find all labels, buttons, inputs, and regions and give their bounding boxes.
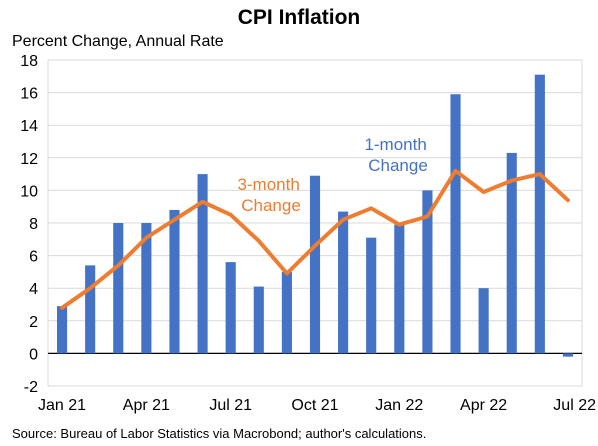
y-tick-label: 2 xyxy=(29,314,38,331)
y-tick-label: 0 xyxy=(29,346,38,363)
bar-1-month xyxy=(225,262,236,354)
y-tick-label: 12 xyxy=(20,151,38,168)
chart-subtitle: Percent Change, Annual Rate xyxy=(12,33,224,50)
bar-1-month xyxy=(506,152,517,354)
bar-1-month xyxy=(534,74,545,354)
y-tick-label: 16 xyxy=(20,86,38,103)
annotation-1-month-line1: 1-month xyxy=(364,135,426,154)
x-axis-tick-labels: Jan 21 Apr 21 Jul 21 Oct 21 Jan 22 Apr 22 Jul … xyxy=(38,397,596,414)
x-tick-label: Jul 22 xyxy=(553,397,596,414)
bar-1-month xyxy=(169,209,180,354)
annotation-3-month: 3-month Change xyxy=(237,175,304,215)
annotation-3-month-line1: 3-month xyxy=(237,175,299,194)
gridlines xyxy=(47,59,583,387)
bar-1-month xyxy=(85,265,96,354)
source-note: Source: Bureau of Labor Statistics via M… xyxy=(12,426,426,441)
y-tick-label: 18 xyxy=(20,53,38,70)
bar-1-month xyxy=(562,353,574,357)
annotation-1-month: 1-month Change xyxy=(364,135,431,175)
line-series-3-month xyxy=(60,168,570,310)
x-tick-label: Apr 22 xyxy=(460,397,507,414)
bar-1-month xyxy=(197,174,208,354)
y-tick-label: -2 xyxy=(24,379,38,396)
bar-1-month xyxy=(113,223,124,354)
y-tick-label: 4 xyxy=(29,281,38,298)
bar-1-month xyxy=(141,223,152,354)
bar-1-month xyxy=(338,211,349,354)
bar-1-month xyxy=(253,286,264,354)
x-tick-label: Jul 21 xyxy=(209,397,252,414)
bar-1-month xyxy=(422,190,433,354)
y-tick-label: 10 xyxy=(20,183,38,200)
bar-1-month xyxy=(281,271,292,354)
bar-1-month xyxy=(450,94,461,354)
bar-1-month xyxy=(56,306,68,354)
bar-series-1-month xyxy=(56,74,574,357)
bar-1-month xyxy=(309,175,321,354)
x-tick-label: Oct 21 xyxy=(291,397,338,414)
bar-1-month xyxy=(366,237,377,354)
y-tick-label: 14 xyxy=(20,118,38,135)
x-tick-label: Jan 22 xyxy=(375,397,423,414)
x-tick-label: Apr 21 xyxy=(123,397,170,414)
y-tick-label: 6 xyxy=(29,249,38,266)
bar-1-month xyxy=(394,224,405,354)
x-tick-label: Jan 21 xyxy=(38,397,86,414)
y-tick-label: 8 xyxy=(29,216,38,233)
annotation-1-month-line2: Change xyxy=(368,156,428,175)
annotation-3-month-line2: Change xyxy=(241,196,301,215)
bar-1-month xyxy=(478,288,489,354)
chart-title: CPI Inflation xyxy=(238,6,361,29)
y-axis-tick-labels: -2 0 2 4 6 8 10 12 14 16 18 xyxy=(20,53,38,396)
